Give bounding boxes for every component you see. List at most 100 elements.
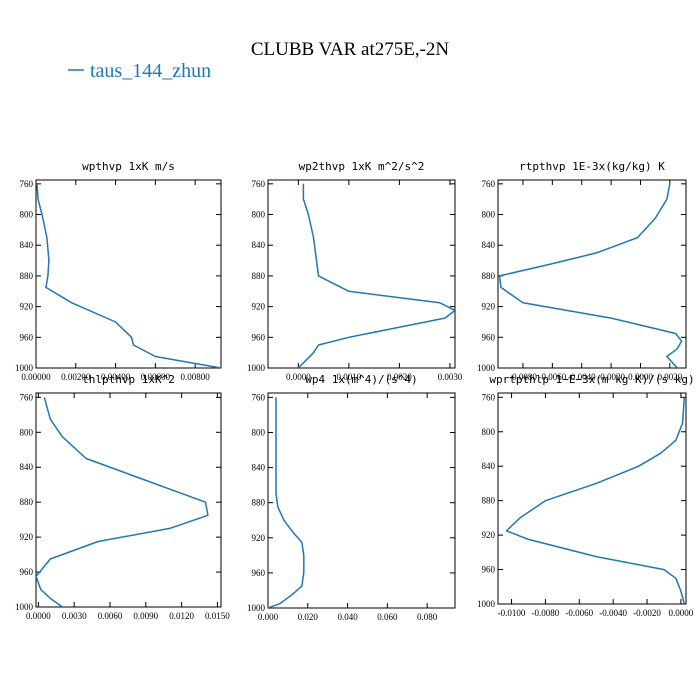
plot-frame: [497, 392, 687, 605]
panel-3: rtpthvp 1E-3x(kg/kg) K-0.0080 -0.0060 -0.0…: [477, 160, 687, 382]
y-tick-label: 800: [20, 210, 34, 220]
x-tick-label: 0.0150: [205, 611, 230, 621]
y-tick-label: 1000: [15, 363, 34, 373]
x-tick-label: 0.020: [298, 612, 319, 622]
x-tick-label: -0.0020: [633, 608, 661, 618]
x-tick-label: -0.0100: [498, 608, 526, 618]
y-tick-label: 960: [252, 568, 266, 578]
x-tick-label: 0.00600: [141, 372, 171, 382]
x-tick-label: -0.0040: [599, 608, 627, 618]
x-tick-label: 0.0020: [387, 372, 412, 382]
y-tick-label: 840: [20, 240, 34, 250]
y-tick-label: 840: [252, 240, 266, 250]
y-tick-label: 880: [252, 271, 266, 281]
legend-label: taus_144_zhun: [90, 60, 211, 82]
panel-title: rtpthvp 1E-3x(kg/kg) K: [519, 160, 665, 173]
y-tick-label: 1000: [247, 363, 266, 373]
y-tick-label: 760: [482, 179, 496, 189]
x-tick-label: -0.0020: [597, 372, 625, 382]
panel-title: wp2thvp 1xK m^2/s^2: [299, 160, 425, 173]
x-tick-label: 0.00200: [61, 372, 91, 382]
legend: taus_144_zhun: [68, 60, 211, 82]
x-tick-label: 0.0020: [657, 372, 682, 382]
y-tick-label: 960: [20, 567, 34, 577]
panel-grid: wpthvp 1xK m/s 0.00000 0.00200 0.00400 0.006…: [15, 160, 695, 622]
x-tick-label: 0.0000: [669, 608, 694, 618]
y-tick-label: 1000: [477, 363, 496, 373]
y-tick-label: 840: [482, 461, 496, 471]
x-tick-label: -0.0060: [565, 608, 593, 618]
panel-2: wp2thvp 1xK m^2/s^2 0.0000 0.0010 0.0020 0.0…: [247, 160, 463, 382]
panel-title: wp4 1x(m^4)/(s^4): [305, 373, 418, 386]
y-tick-label: 920: [482, 302, 496, 312]
series-line: [36, 397, 209, 607]
y-tick-label: 880: [482, 496, 496, 506]
x-tick-label: 0.0000: [26, 611, 51, 621]
plot-frame: [497, 179, 687, 369]
series-line: [36, 183, 221, 368]
y-tick-label: 840: [252, 463, 266, 473]
x-tick-label: 0.00000: [21, 372, 51, 382]
y-tick-label: 880: [482, 271, 496, 281]
x-tick-label: 0.0120: [169, 611, 194, 621]
x-tick-label: 0.000: [258, 612, 279, 622]
x-tick-label: 0.0000: [286, 372, 311, 382]
y-tick-label: 800: [482, 427, 496, 437]
x-tick-label: 0.00400: [101, 372, 131, 382]
y-tick-label: 960: [482, 332, 496, 342]
panel-6: wprtpthlp 1−E−3x(m kg K)/(s kg) -0.0100 -0…: [477, 373, 695, 618]
y-tick-label: 880: [20, 497, 34, 507]
plot-frame: [267, 392, 456, 609]
plot-frame: [35, 392, 222, 608]
x-tick-label: 0.060: [377, 612, 398, 622]
y-tick-label: 800: [252, 427, 266, 437]
x-tick-label: -0.0080: [509, 372, 537, 382]
panel-title: thlpthvp 1xK^2: [82, 373, 175, 386]
x-tick-label: 0.0030: [438, 372, 463, 382]
x-tick-label: 0.0060: [98, 611, 123, 621]
y-tick-label: 920: [20, 532, 34, 542]
y-tick-label: 800: [252, 210, 266, 220]
x-tick-label: -0.0080: [532, 608, 560, 618]
y-tick-label: 760: [252, 179, 266, 189]
x-tick-label: -0.0040: [568, 372, 596, 382]
x-tick-label: 0.040: [337, 612, 358, 622]
panel-5: wp4 1x(m^4)/(s^4) 0.000 0.020 0.040 0.060 0.0…: [247, 373, 456, 622]
series-line: [297, 183, 455, 368]
panel-4: thlpthvp 1xK^2 0.0000 0.0030 0.0060 0.0090 0.…: [15, 373, 230, 621]
y-tick-label: 800: [482, 210, 496, 220]
x-tick-label: 0.080: [417, 612, 438, 622]
y-tick-label: 840: [20, 462, 34, 472]
y-tick-label: 1000: [477, 599, 496, 609]
x-tick-label: 0.0030: [62, 611, 87, 621]
panel-title: wprtpthlp 1−E−3x(m kg K)/(s kg): [489, 373, 694, 386]
y-tick-label: 760: [252, 392, 266, 402]
plot-frame: [267, 179, 456, 369]
x-tick-label: 0.0090: [133, 611, 158, 621]
y-tick-label: 1000: [247, 603, 266, 613]
y-tick-label: 760: [20, 392, 34, 402]
plot-frame: [35, 179, 222, 369]
y-tick-label: 800: [20, 427, 34, 437]
series-line: [505, 397, 686, 604]
y-tick-label: 920: [482, 530, 496, 540]
y-tick-label: 960: [482, 565, 496, 575]
x-tick-label: 0.0000: [628, 372, 653, 382]
y-tick-label: 760: [20, 179, 34, 189]
panel-1: wpthvp 1xK m/s 0.00000 0.00200 0.00400 0.006…: [15, 160, 222, 382]
series-line: [268, 397, 305, 608]
series-line: [498, 183, 683, 368]
y-tick-label: 920: [252, 302, 266, 312]
y-tick-label: 920: [20, 302, 34, 312]
y-tick-label: 880: [252, 498, 266, 508]
x-tick-label: 0.00800: [181, 372, 211, 382]
panel-title: wpthvp 1xK m/s: [82, 160, 175, 173]
y-tick-label: 960: [20, 332, 34, 342]
y-tick-label: 960: [252, 332, 266, 342]
x-tick-label: -0.0060: [538, 372, 566, 382]
figure-title: CLUBB VAR at275E,-2N: [251, 39, 450, 60]
y-tick-label: 840: [482, 240, 496, 250]
y-tick-label: 1000: [15, 602, 34, 612]
y-tick-label: 880: [20, 271, 34, 281]
